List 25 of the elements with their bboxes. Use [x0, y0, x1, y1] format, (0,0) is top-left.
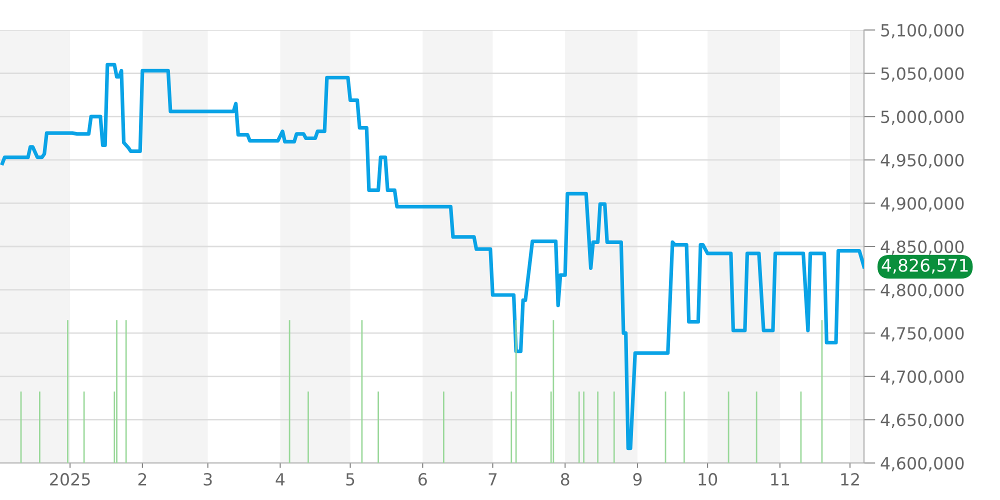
x-tick-label: 4	[276, 473, 285, 486]
x-tick-label: 7	[488, 473, 497, 486]
x-tick-label: 10	[698, 473, 718, 486]
x-tick-label: 3	[204, 473, 212, 486]
y-tick-label: 4,750,000	[880, 327, 964, 342]
x-tick-label: 2025	[50, 473, 90, 486]
y-tick-label: 4,850,000	[880, 240, 964, 255]
x-tick-label: 12	[841, 473, 859, 486]
x-tick-label: 8	[560, 473, 570, 486]
x-tick-label: 6	[418, 473, 427, 486]
y-tick-label: 5,050,000	[881, 67, 964, 82]
y-tick-label: 4,650,000	[880, 414, 964, 428]
y-tick-label: 4,900,000	[880, 197, 964, 212]
y-tick-label: 4,700,000	[880, 370, 964, 385]
y-tick-label: 5,000,000	[881, 110, 964, 125]
line-series	[0, 62, 864, 450]
annotation: 4,826,571	[882, 258, 968, 274]
y-tick-label: 4,950,000	[880, 154, 964, 168]
x-tick-label: 2	[138, 473, 146, 486]
y-tick-label: 4,800,000	[880, 284, 964, 298]
y-tick-label: 5,100,000	[881, 24, 964, 38]
x-tick-label: 9	[633, 473, 642, 486]
x-tick-label: 5	[346, 473, 354, 486]
x-tick-label: 11	[771, 473, 789, 486]
y-tick-label: 4,600,000	[880, 456, 964, 472]
